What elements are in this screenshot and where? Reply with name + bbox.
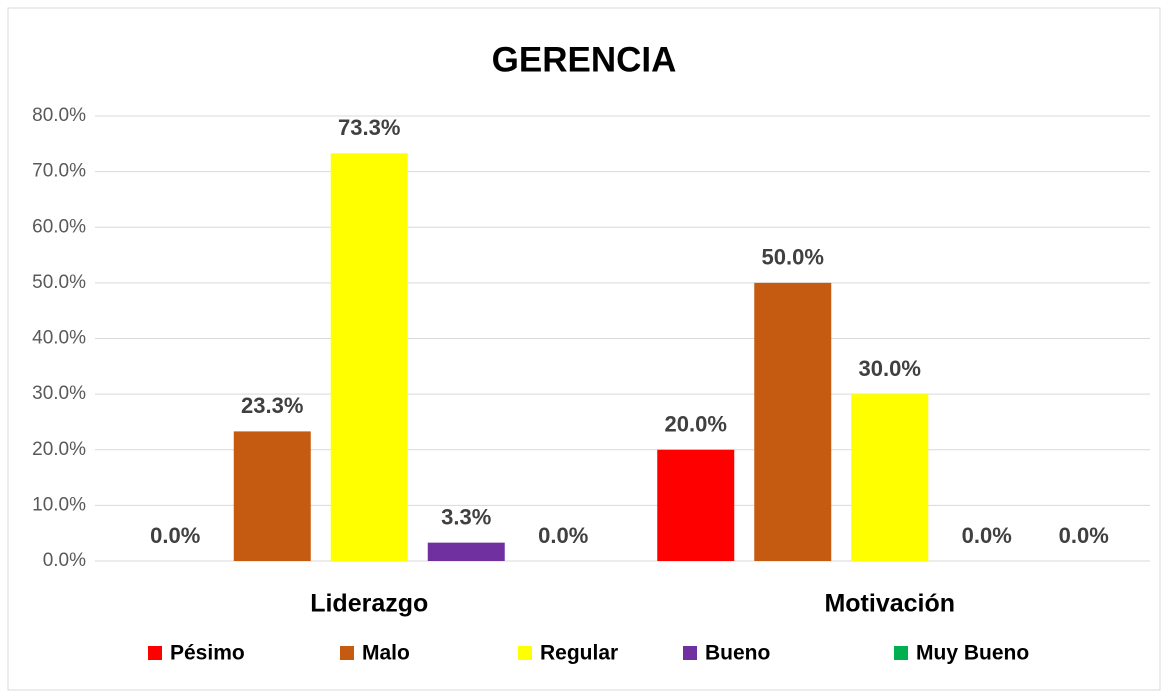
data-label: 50.0%: [762, 245, 824, 270]
legend-swatch: [683, 646, 697, 660]
bar: [427, 542, 505, 561]
legend-label: Malo: [362, 642, 410, 665]
bar: [754, 282, 832, 561]
y-tick-label: 50.0%: [32, 272, 86, 293]
x-tick-label: Liderazgo: [310, 590, 428, 618]
data-label: 73.3%: [338, 115, 400, 140]
data-label: 0.0%: [1059, 523, 1109, 548]
y-tick-label: 10.0%: [32, 494, 86, 515]
data-label: 0.0%: [150, 523, 200, 548]
y-tick-label: 70.0%: [32, 161, 86, 182]
legend-swatch: [894, 646, 908, 660]
legend-label: Regular: [540, 642, 618, 665]
y-tick-label: 20.0%: [32, 439, 86, 460]
y-tick-label: 0.0%: [43, 550, 86, 571]
bar: [233, 431, 311, 561]
chart-title: GERENCIA: [492, 40, 677, 79]
y-tick-label: 40.0%: [32, 328, 86, 349]
data-label: 0.0%: [962, 523, 1012, 548]
y-tick-label: 30.0%: [32, 383, 86, 404]
bar: [851, 394, 929, 561]
data-label: 30.0%: [859, 356, 921, 381]
bar: [657, 449, 735, 561]
chart-border: [7, 7, 1161, 691]
legend-label: Bueno: [705, 642, 770, 665]
legend-swatch: [340, 646, 354, 660]
bar: [330, 153, 408, 562]
legend-swatch: [148, 646, 162, 660]
legend-label: Muy Bueno: [916, 642, 1029, 665]
data-label: 0.0%: [538, 523, 588, 548]
x-tick-label: Motivación: [824, 590, 955, 618]
data-label: 20.0%: [665, 412, 727, 437]
data-label: 23.3%: [241, 393, 303, 418]
legend-swatch: [518, 646, 532, 660]
data-label: 3.3%: [441, 504, 491, 529]
legend-label: Pésimo: [170, 642, 245, 665]
y-tick-label: 60.0%: [32, 216, 86, 237]
y-tick-label: 80.0%: [32, 105, 86, 126]
